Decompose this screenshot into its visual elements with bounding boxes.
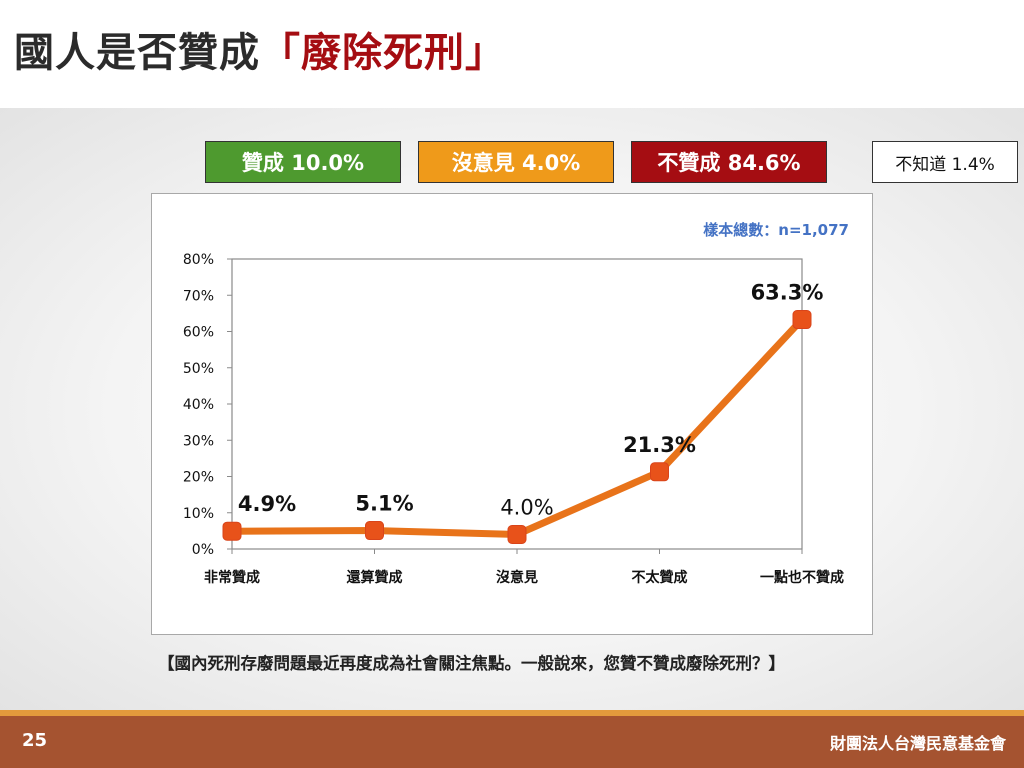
data-value-label: 5.1% (355, 492, 413, 516)
data-point-marker (650, 462, 669, 482)
footer-divider (0, 710, 1024, 716)
summary-neutral-box: 沒意見 4.0% (418, 141, 614, 183)
y-axis: 0% 10% 20% 30% 40% 50% 60% 70% 80% (183, 252, 803, 558)
data-value-label: 4.0% (500, 496, 553, 520)
x-axis: 非常贊成 還算贊成 沒意見 不太贊成 一點也不贊成 (204, 549, 844, 586)
slide-footer: 25 財團法人台灣民意基金會 (0, 716, 1024, 768)
survey-question: 【國內死刑存廢問題最近再度成為社會關注焦點。一般說來，您贊不贊成廢除死刑？】 (158, 654, 785, 673)
data-point-marker (365, 521, 384, 541)
data-value-label: 63.3% (751, 281, 824, 305)
chart-panel: 樣本總數：n=1,077 0% 10% 20% 30% 40% 50% 60% 70% 80% … (151, 193, 873, 635)
x-category-label: 沒意見 (496, 569, 538, 586)
y-tick-label: 10% (183, 506, 214, 522)
series: 4.9% 5.1% 4.0% 21.3% 63.3% (222, 281, 824, 544)
data-point-marker (792, 310, 812, 330)
title-accent: 「廢除死刑」 (260, 30, 506, 76)
data-value-label: 4.9% (238, 492, 296, 516)
sample-size-label: 樣本總數：n=1,077 (703, 221, 849, 239)
slide-title: 國人是否贊成「廢除死刑」 (14, 20, 506, 78)
y-tick-label: 70% (183, 288, 214, 304)
y-tick-label: 20% (183, 470, 214, 486)
y-tick-label: 80% (183, 252, 214, 268)
y-tick-label: 0% (192, 542, 214, 558)
data-point-marker (222, 521, 242, 541)
x-category-label: 非常贊成 (204, 569, 260, 586)
data-point-marker (507, 525, 527, 544)
data-value-label: 21.3% (623, 433, 696, 457)
y-tick-label: 50% (183, 361, 214, 377)
summary-disagree-box: 不贊成 84.6% (631, 141, 827, 183)
title-main: 國人是否贊成 (14, 30, 260, 76)
x-category-label: 一點也不贊成 (760, 569, 844, 586)
organization-name: 財團法人台灣民意基金會 (829, 734, 1006, 753)
x-category-label: 還算贊成 (347, 569, 403, 586)
x-category-label: 不太贊成 (632, 569, 688, 586)
slide-header: 國人是否贊成「廢除死刑」 (0, 0, 1024, 108)
y-tick-label: 30% (183, 433, 214, 449)
line-chart: 樣本總數：n=1,077 0%10%20%30%40%50%60%70%80% … (183, 221, 849, 586)
summary-agree-box: 贊成 10.0% (205, 141, 401, 183)
y-tick-label: 60% (183, 325, 214, 341)
y-tick-label: 40% (183, 397, 214, 413)
page-number: 25 (22, 730, 48, 751)
summary-unknown-box: 不知道 1.4% (872, 141, 1018, 183)
